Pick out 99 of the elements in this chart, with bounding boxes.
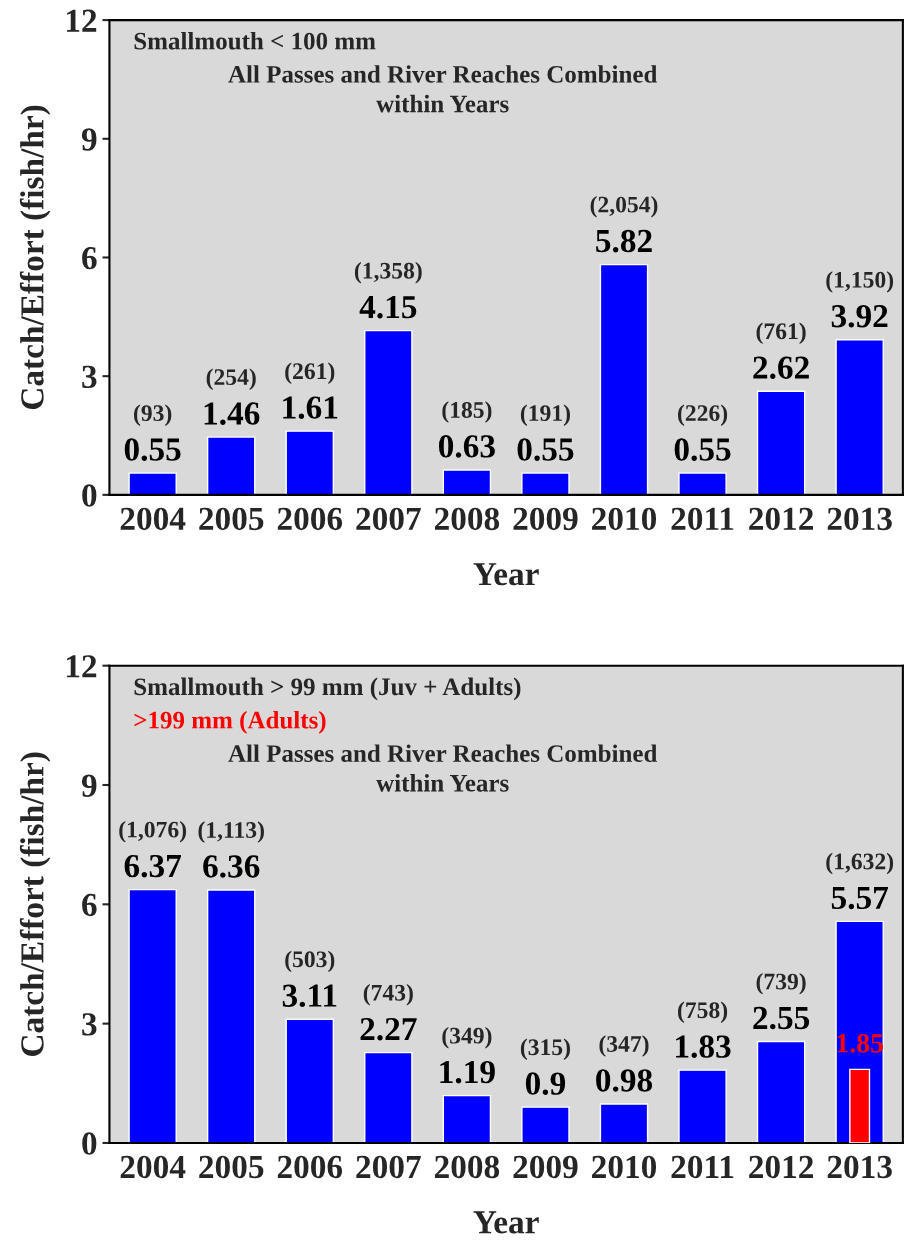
y-axis-title: Catch/Effort (fish/hr) — [19, 105, 51, 410]
y-tick-label: 12 — [66, 9, 97, 32]
data-label: 6.37 — [124, 854, 181, 878]
y-tick-label: 9 — [81, 774, 97, 797]
bar — [835, 339, 884, 495]
data-label: 4.15 — [359, 296, 417, 319]
data-label: 0.55 — [674, 438, 731, 461]
y-tick-label: 0 — [82, 1132, 97, 1155]
annotation: (743) — [363, 984, 413, 1006]
bar — [442, 1094, 492, 1143]
data-label: 0.63 — [438, 435, 495, 458]
x-tick-label: 2012 — [749, 1155, 814, 1179]
data-label: 0.55 — [124, 438, 181, 461]
annotation: (254) — [206, 368, 256, 390]
y-tick-label: 12 — [66, 655, 97, 678]
x-tick-label: 2011 — [671, 507, 734, 531]
bar — [442, 469, 492, 495]
bar — [521, 1106, 570, 1143]
annotation: (1,150) — [826, 271, 894, 293]
data-label: 1.85 — [837, 1033, 883, 1053]
annotation: (349) — [442, 1027, 492, 1049]
annotation: (503) — [285, 950, 335, 973]
bar — [364, 329, 413, 495]
bar — [206, 889, 256, 1143]
x-tick-label: 2012 — [749, 507, 814, 531]
annotation: (1,358) — [354, 262, 422, 284]
x-tick-label: 2010 — [592, 1155, 657, 1179]
annotation: (1,076) — [119, 820, 187, 843]
annotation: (758) — [678, 1001, 728, 1023]
text: All Passes and River Reaches Combined within Years — [228, 65, 658, 113]
x-tick-label: 2011 — [671, 1155, 734, 1179]
annotation: (261) — [285, 362, 335, 384]
text: All Passes and River Reaches Combined within Years — [228, 744, 658, 792]
bar — [756, 1040, 806, 1143]
data-label: 3.92 — [831, 305, 888, 328]
x-tick-label: 2007 — [356, 507, 421, 531]
bar — [599, 263, 649, 495]
x-tick-label: 2013 — [827, 1155, 892, 1179]
y-tick-label: 6 — [82, 246, 97, 270]
text: >199 mm (Adults) — [134, 711, 326, 734]
annotation: (226) — [678, 404, 728, 426]
bar — [206, 436, 256, 495]
data-label: 1.61 — [283, 396, 338, 419]
data-label: 2.62 — [753, 356, 809, 380]
y-tick-label: 0 — [82, 484, 97, 507]
x-tick-label: 2013 — [827, 507, 892, 531]
data-label: 5.57 — [831, 886, 889, 910]
y-tick-label: 6 — [82, 893, 97, 917]
x-tick-label: 2007 — [356, 1155, 421, 1179]
bar — [599, 1103, 649, 1143]
x-tick-label: 2006 — [277, 507, 343, 531]
x-tick-label: 2008 — [434, 1155, 500, 1179]
annotation: (1,113) — [198, 821, 264, 843]
x-tick-label: 2010 — [592, 507, 657, 531]
annotation: (1,632) — [826, 852, 894, 875]
data-label: 3.11 — [282, 984, 337, 1008]
y-tick-label: 3 — [82, 1013, 97, 1036]
annotation: (761) — [756, 322, 806, 344]
annotation: (93) — [134, 404, 172, 426]
bar — [521, 472, 570, 495]
x-axis-title: Year — [473, 1211, 539, 1234]
x-tick-label: 2005 — [199, 507, 264, 531]
x-tick-label: 2004 — [120, 507, 186, 531]
data-label: 2.55 — [753, 1006, 810, 1030]
data-label: 1.83 — [676, 1035, 731, 1058]
x-tick-label: 2009 — [513, 1155, 578, 1179]
y-tick-label: 9 — [81, 128, 97, 151]
x-tick-label: 2009 — [513, 507, 578, 531]
bar — [128, 888, 177, 1143]
data-label: 6.36 — [203, 855, 260, 878]
bar — [678, 1069, 727, 1143]
bar — [364, 1051, 413, 1143]
data-label: 0.98 — [596, 1069, 653, 1092]
data-label: 0.9 — [525, 1072, 566, 1095]
annotation: (2,054) — [590, 195, 658, 218]
bar — [756, 390, 806, 495]
data-label: 1.46 — [204, 402, 260, 425]
x-tick-label: 2006 — [277, 1155, 343, 1179]
bar — [285, 1018, 335, 1143]
chart-title: Smallmouth < 100 mm — [134, 31, 376, 50]
bar — [128, 472, 177, 495]
annotation: (185) — [442, 401, 492, 423]
annotation: (739) — [756, 972, 806, 995]
bar — [285, 430, 335, 495]
data-label: 2.27 — [360, 1017, 417, 1041]
bar — [678, 472, 727, 495]
y-tick-label: 3 — [82, 365, 97, 389]
data-label: 1.19 — [440, 1060, 495, 1084]
annotation: (347) — [599, 1035, 649, 1057]
x-tick-label: 2004 — [120, 1155, 186, 1179]
data-label: 5.82 — [596, 229, 652, 253]
x-axis-title: Year — [473, 563, 539, 586]
x-tick-label: 2005 — [199, 1155, 264, 1179]
annotation: (191) — [520, 404, 570, 426]
y-axis-title: Catch/Effort (fish/hr) — [19, 752, 51, 1056]
x-tick-label: 2008 — [434, 507, 500, 531]
data-label: 0.55 — [517, 438, 574, 461]
chart-title: Smallmouth > 99 mm (Juv + Adults) — [134, 677, 521, 701]
annotation: (315) — [520, 1038, 570, 1060]
